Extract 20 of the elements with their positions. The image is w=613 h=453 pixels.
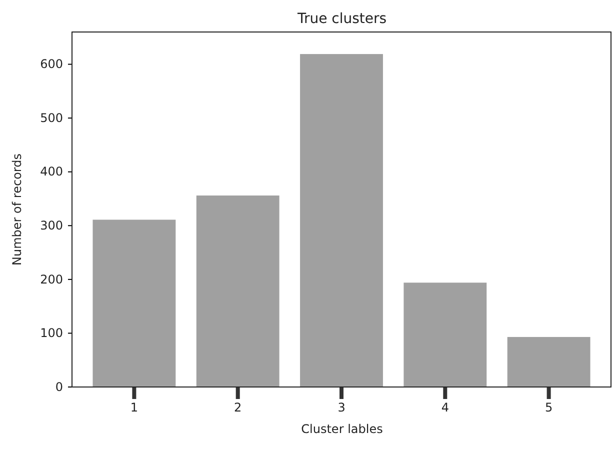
x-tick-label: 3 [338, 400, 346, 415]
y-tick-label: 100 [40, 326, 63, 340]
y-tick-label: 500 [40, 110, 63, 125]
x-tick-label: 1 [130, 400, 138, 415]
bar [300, 54, 383, 387]
y-tick-label: 200 [40, 272, 63, 286]
bar [404, 282, 487, 387]
x-tick-label: 2 [234, 400, 242, 415]
bar [92, 220, 176, 387]
bar [507, 336, 590, 387]
chart-title: True clusters [296, 11, 387, 27]
y-tick-label: 400 [40, 164, 63, 179]
y-tick-label: 600 [40, 57, 63, 72]
x-axis-title: Cluster lables [301, 422, 383, 436]
x-tick-label: 4 [441, 400, 449, 415]
x-tick-label: 5 [544, 400, 553, 415]
bar [196, 196, 280, 387]
y-axis-title: Number of records [10, 154, 24, 266]
y-tick-label: 300 [40, 218, 63, 232]
y-tick-label: 0 [55, 380, 63, 394]
